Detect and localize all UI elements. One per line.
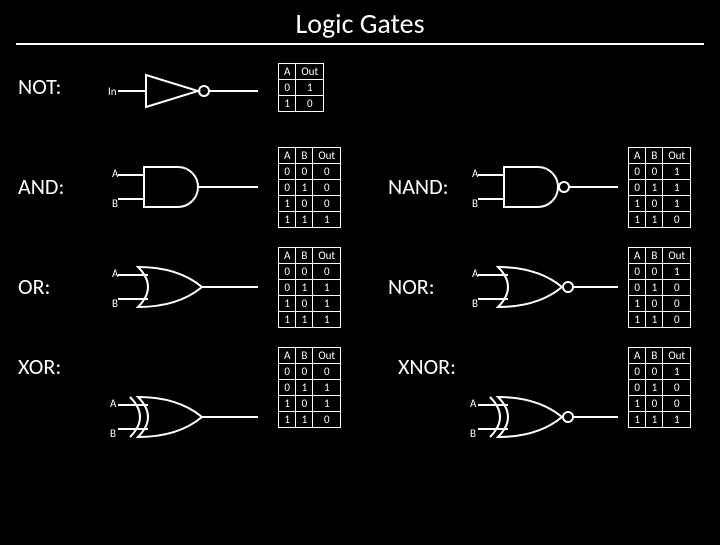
nand-pin-b: B (472, 197, 478, 210)
xor-label: XOR: (18, 353, 61, 380)
not-label: NOT: (18, 73, 61, 100)
or-pin-a: A (112, 267, 118, 280)
or-pin-b: B (112, 297, 118, 310)
nand-label: NAND: (388, 173, 449, 200)
xnor-gate-icon (478, 393, 628, 441)
nand-gate-icon (478, 163, 628, 211)
not-gate-icon (118, 71, 268, 111)
page-title: Logic Gates (0, 0, 720, 43)
nor-pin-a: A (472, 267, 478, 280)
xnor-pin-a: A (470, 397, 476, 410)
xor-pin-b: B (110, 427, 116, 440)
diagram-canvas: NOT: In AOut 01 10 AND: A B ABOut 000 01… (0, 45, 720, 545)
and-pin-a: A (112, 167, 118, 180)
nor-label: NOR: (388, 273, 435, 300)
xnor-pin-b: B (470, 427, 476, 440)
nand-pin-a: A (472, 167, 478, 180)
or-truth-table: ABOut 000 011 101 111 (278, 247, 341, 328)
nor-pin-b: B (472, 297, 478, 310)
xor-pin-a: A (110, 397, 116, 410)
and-gate-icon (118, 163, 268, 211)
or-gate-icon (118, 263, 268, 311)
nand-truth-table: ABOut 001 011 101 110 (628, 147, 691, 228)
nor-gate-icon (478, 263, 628, 311)
xor-truth-table: ABOut 000 011 101 110 (278, 347, 341, 428)
not-pin-in: In (108, 85, 117, 98)
and-truth-table: ABOut 000 010 100 111 (278, 147, 341, 228)
and-label: AND: (18, 173, 64, 200)
not-truth-table: AOut 01 10 (278, 63, 324, 112)
or-label: OR: (18, 273, 50, 300)
and-pin-b: B (112, 197, 118, 210)
nor-truth-table: ABOut 001 010 100 110 (628, 247, 691, 328)
xnor-label: XNOR: (398, 353, 456, 380)
xor-gate-icon (118, 393, 268, 441)
xnor-truth-table: ABOut 001 010 100 111 (628, 347, 691, 428)
